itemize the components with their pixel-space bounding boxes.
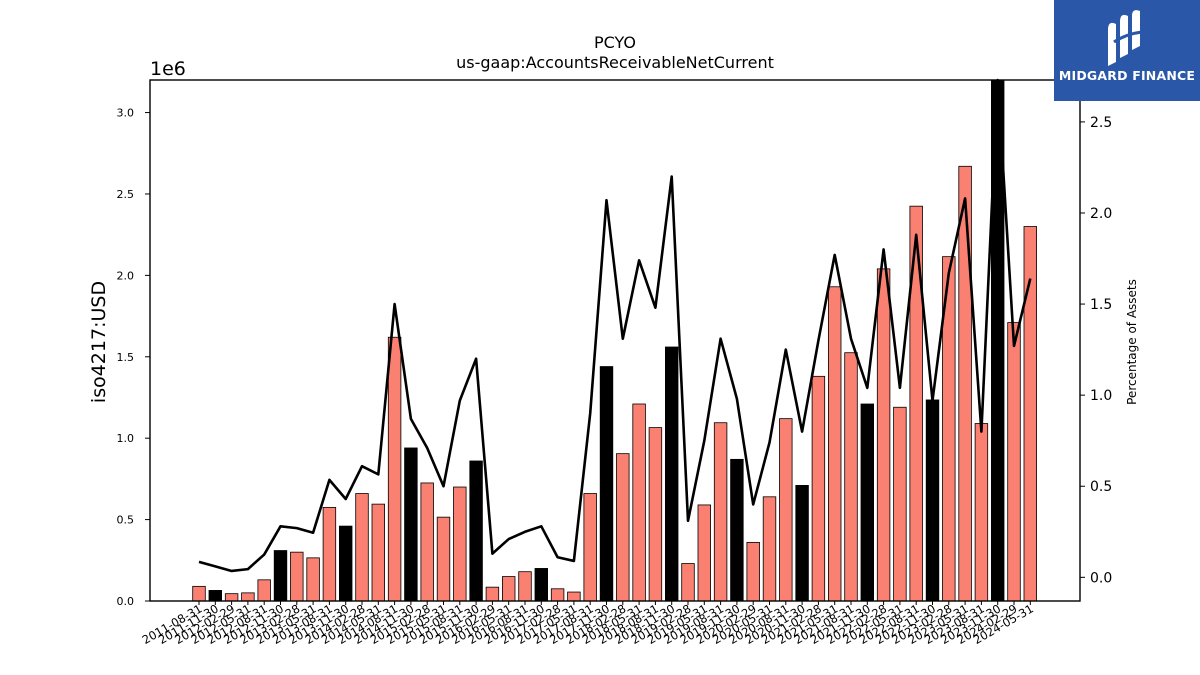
bar [469, 460, 483, 602]
bar [404, 447, 418, 602]
bar [697, 504, 712, 602]
bar [648, 427, 663, 602]
y2-tick-label: 2.0 [1090, 206, 1112, 222]
chart-title: PCYO [594, 33, 636, 52]
bar [485, 586, 500, 602]
logo-text: MIDGARD FINANCE [1058, 68, 1196, 83]
bar [306, 557, 320, 602]
bar [338, 525, 353, 602]
y-axis-label: iso4217:USD [88, 281, 110, 403]
bar [958, 165, 972, 602]
bar [518, 571, 532, 602]
y2-axis-label: Percentage of Assets [1125, 279, 1139, 405]
bar [974, 423, 989, 602]
bar [208, 590, 223, 602]
bar [762, 496, 777, 602]
bar [192, 585, 206, 602]
bar [355, 493, 369, 602]
bar [713, 422, 728, 602]
bar [453, 486, 467, 602]
y-tick-label: 0.5 [117, 514, 135, 527]
bar [876, 268, 891, 602]
bar [681, 563, 695, 602]
y-tick-label: 2.5 [117, 188, 135, 201]
y2-tick-label: 0.0 [1090, 570, 1112, 586]
bar [1007, 322, 1021, 602]
y-tick-label: 3.0 [117, 107, 135, 120]
midgard-finance-logo: MIDGARD FINANCE [1054, 0, 1200, 101]
bar [273, 550, 288, 602]
bar [860, 403, 875, 602]
bar [779, 418, 793, 602]
bar [665, 346, 679, 602]
series-line [198, 78, 1032, 573]
bar [534, 568, 549, 602]
bar [501, 576, 516, 602]
bar [387, 336, 402, 602]
bar [241, 592, 255, 602]
bar [436, 516, 451, 602]
bar [828, 286, 842, 602]
chart-subtitle: us-gaap:AccountsReceivableNetCurrent [456, 53, 774, 72]
y-tick-label: 0.0 [117, 595, 135, 608]
bar [632, 403, 646, 602]
logo-mark-icon [1108, 10, 1143, 66]
y-offset-label: 1e6 [150, 58, 186, 80]
y-tick-label: 1.0 [117, 432, 135, 445]
bar [290, 551, 304, 602]
bar [224, 593, 239, 602]
bar [893, 406, 907, 602]
y2-tick-label: 2.5 [1090, 115, 1112, 131]
bar [420, 482, 434, 602]
plot-frame [149, 79, 1081, 602]
bar [599, 366, 614, 602]
y2-tick-label: 0.5 [1090, 479, 1112, 495]
y-tick-label: 2.0 [117, 269, 135, 282]
bar [811, 375, 826, 602]
y2-tick-label: 1.5 [1090, 297, 1112, 313]
bar [746, 541, 760, 602]
bar [925, 399, 940, 602]
bar [730, 458, 744, 602]
bar [567, 591, 581, 602]
y-tick-label: 1.5 [117, 351, 135, 364]
bar [844, 352, 858, 602]
bar [616, 453, 630, 602]
bar [257, 579, 271, 602]
bar [322, 506, 337, 602]
y2-tick-label: 1.0 [1090, 388, 1112, 404]
bar [795, 484, 809, 602]
bar [371, 503, 386, 602]
bar [583, 493, 597, 602]
bar [550, 588, 565, 602]
